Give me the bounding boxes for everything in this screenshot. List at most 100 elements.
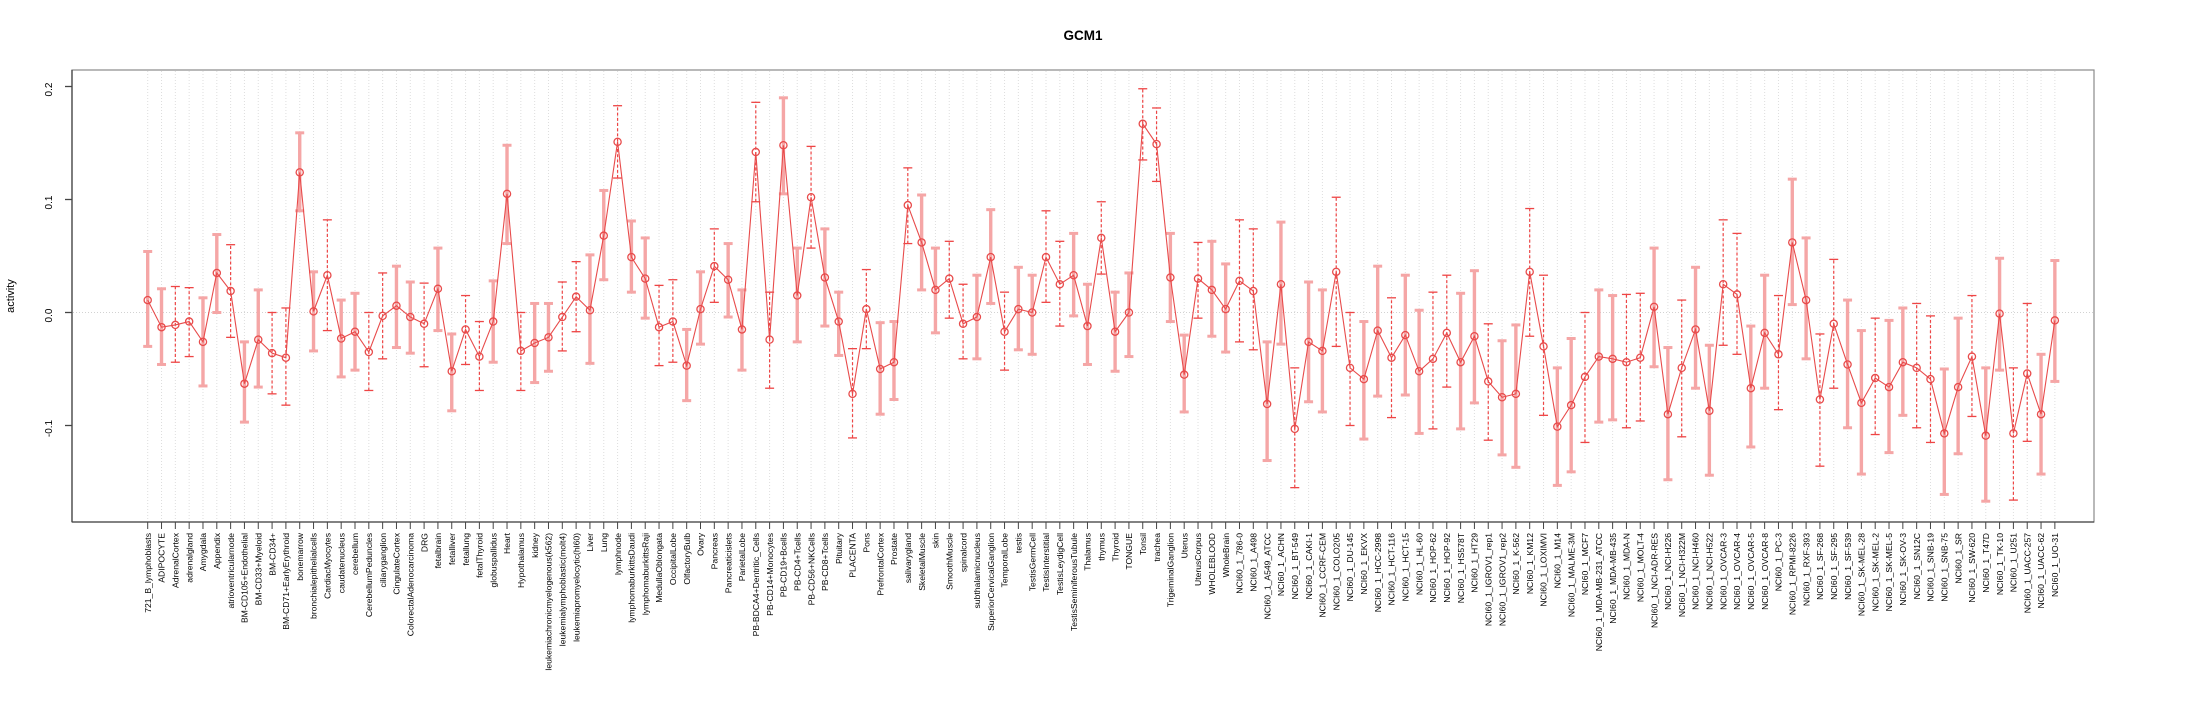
x-tick-label: NCI60_1_RXF-393 bbox=[1801, 533, 1811, 606]
x-tick-label: ParietalLobe bbox=[737, 533, 747, 581]
x-tick-label: BM-CD71+EarlyErythroid bbox=[281, 533, 291, 630]
data-point bbox=[599, 231, 609, 240]
data-point bbox=[1566, 400, 1576, 410]
error-bar bbox=[419, 282, 429, 368]
x-tick-label: OccipitalLobe bbox=[668, 533, 678, 585]
data-point bbox=[1898, 357, 1908, 367]
data-point bbox=[530, 338, 539, 348]
error-bar bbox=[1096, 201, 1106, 275]
data-point bbox=[1152, 139, 1161, 149]
data-point bbox=[2022, 369, 2032, 378]
x-tick-label: NCI60_1_M14 bbox=[1553, 533, 1563, 589]
error-bar bbox=[1027, 273, 1037, 356]
x-tick-label: kidney bbox=[530, 532, 540, 558]
data-point bbox=[254, 335, 263, 344]
x-tick-label: PB-BDCA4+Dentritic_Cells bbox=[751, 533, 761, 636]
x-tick-label: CingulateCortex bbox=[392, 532, 402, 594]
data-point bbox=[1857, 398, 1866, 408]
data-point bbox=[1097, 233, 1106, 243]
x-tick-label: NCI60_1_TK-10 bbox=[1995, 533, 2005, 595]
x-tick-label: leukemiachronicmyelogenous(k562) bbox=[544, 533, 554, 671]
data-point bbox=[1207, 285, 1217, 295]
data-point bbox=[1815, 395, 1825, 404]
x-tick-label: BM-CD34+ bbox=[267, 533, 277, 576]
error-bar bbox=[1359, 320, 1369, 441]
data-point bbox=[1027, 308, 1037, 317]
data-point bbox=[889, 357, 899, 367]
plot-frame-group bbox=[71, 69, 2095, 523]
data-point bbox=[488, 317, 498, 326]
data-point bbox=[392, 301, 401, 310]
data-point bbox=[157, 322, 166, 332]
error-bar bbox=[1594, 288, 1604, 424]
data-point bbox=[986, 252, 995, 262]
error-bar bbox=[143, 249, 153, 348]
y-tick-label: 0.0 bbox=[44, 308, 55, 322]
x-tick-label: PrefrontalCortex bbox=[875, 532, 885, 595]
x-tick-label: TestisLeydigCell bbox=[1055, 533, 1065, 595]
error-bar bbox=[1732, 232, 1742, 355]
error-bar bbox=[1207, 239, 1217, 338]
x-tick-label: NCI60_1_NCI-H460 bbox=[1691, 533, 1701, 610]
error-bar bbox=[654, 284, 664, 367]
data-point bbox=[1304, 337, 1313, 347]
data-point bbox=[723, 275, 733, 284]
data-point bbox=[1401, 330, 1410, 340]
data-point bbox=[1622, 357, 1631, 367]
x-tick-label: PLACENTA bbox=[848, 533, 858, 578]
data-point bbox=[1746, 383, 1756, 393]
error-bar bbox=[1870, 317, 1880, 436]
data-point bbox=[613, 137, 622, 147]
x-tick-label: NCI60_1_OVCAR-8 bbox=[1760, 533, 1770, 610]
x-tick-label: spinalcord bbox=[958, 533, 968, 572]
x-tick-label: NCI60_1_SN12C bbox=[1912, 533, 1922, 599]
error-bar bbox=[474, 320, 484, 392]
data-point bbox=[2036, 409, 2046, 419]
x-tick-label: caudatenucleus bbox=[336, 533, 346, 593]
data-point bbox=[1414, 367, 1424, 376]
data-point bbox=[1193, 274, 1203, 283]
x-tick-label: NCI60_1_KM12 bbox=[1525, 533, 1535, 594]
x-tick-label: trachea bbox=[1152, 533, 1162, 562]
error-bar bbox=[861, 268, 871, 350]
x-tick-label: NCI60_1_NCI-H226 bbox=[1663, 533, 1673, 610]
data-point bbox=[516, 346, 526, 356]
data-point bbox=[834, 317, 843, 326]
data-point bbox=[820, 273, 830, 282]
error-bar bbox=[668, 279, 678, 363]
data-point bbox=[1041, 252, 1051, 262]
x-tick-label: NCI60_1_SNB-75 bbox=[1940, 533, 1950, 602]
data-point bbox=[295, 168, 304, 177]
x-tick-label: NCI60_1_HL-60 bbox=[1414, 533, 1424, 595]
x-tick-label: thymus bbox=[1096, 533, 1106, 561]
data-point bbox=[1373, 326, 1382, 335]
x-tick-label: NCI60_1_COLO205 bbox=[1331, 533, 1341, 611]
data-point bbox=[184, 317, 194, 326]
data-point bbox=[848, 389, 857, 399]
data-point bbox=[364, 347, 374, 357]
data-point bbox=[917, 238, 926, 247]
data-point bbox=[226, 286, 235, 296]
x-tick-label: Liver bbox=[585, 533, 595, 552]
x-tick-label: NCI60_1_MCF7 bbox=[1580, 533, 1590, 595]
x-tick-label: TrigeminalGanglion bbox=[1166, 533, 1176, 607]
data-point bbox=[1912, 363, 1921, 373]
x-tick-label: fetallung bbox=[461, 533, 471, 566]
data-point bbox=[1691, 325, 1700, 334]
x-tick-label: NCI60_1_CAKI-1 bbox=[1304, 533, 1314, 600]
data-point bbox=[1663, 409, 1673, 419]
data-point bbox=[1221, 304, 1230, 314]
x-tick-label: Thalamus bbox=[1083, 533, 1093, 571]
x-tick-label: Pancreas bbox=[710, 533, 720, 569]
x-tick-label: WholeBrain bbox=[1221, 533, 1231, 578]
x-tick-label: skin bbox=[931, 533, 941, 549]
data-point bbox=[1262, 399, 1272, 409]
data-point bbox=[336, 334, 346, 343]
data-point bbox=[1110, 327, 1120, 336]
error-bar bbox=[848, 348, 858, 439]
x-tick-label: subthalamicnucleus bbox=[972, 533, 982, 608]
x-tick-label: CardiacMyocytes bbox=[323, 533, 333, 599]
data-point bbox=[2050, 316, 2060, 325]
x-tick-label: NCI60_1_HOP-62 bbox=[1428, 533, 1438, 603]
